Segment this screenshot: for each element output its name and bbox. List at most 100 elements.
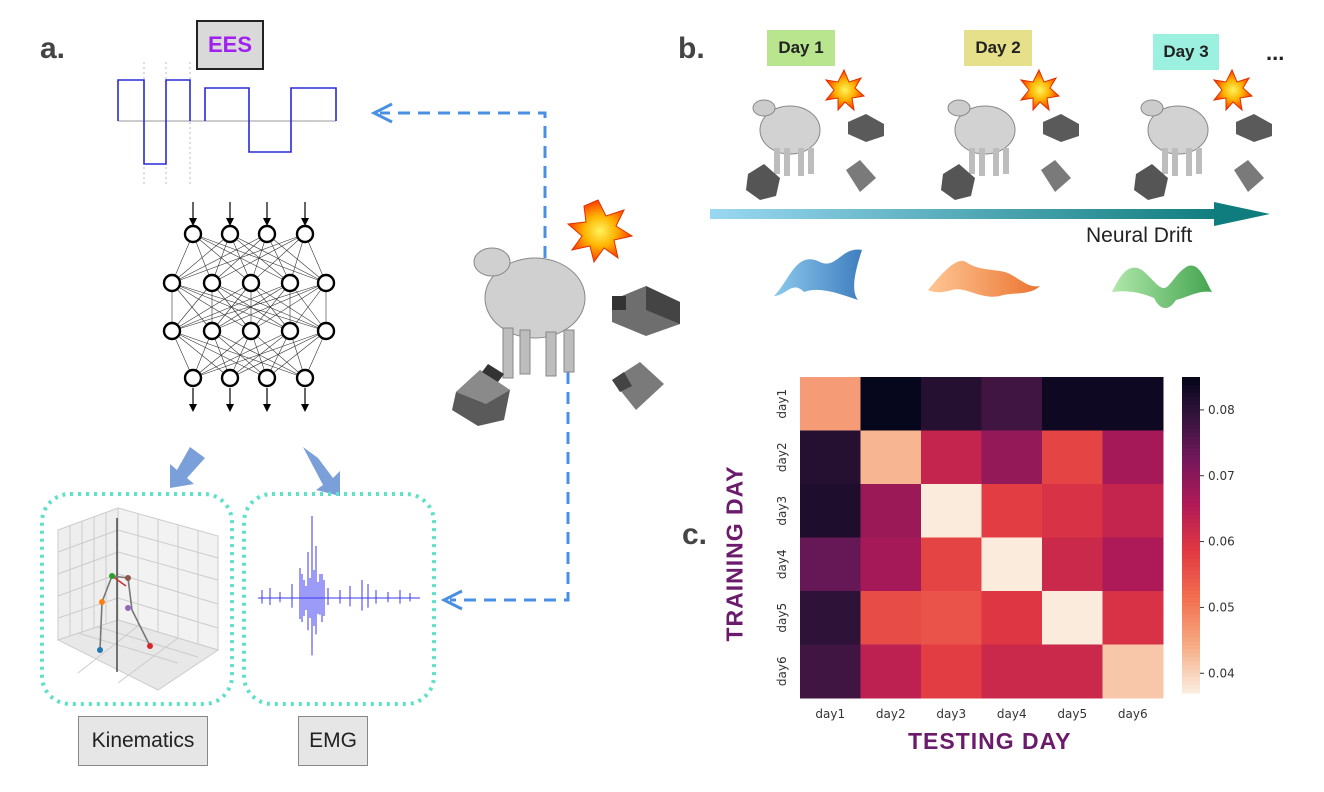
camera-day-2-c [941, 164, 975, 200]
colorbar-tick-0.08: 0.08 [1208, 403, 1235, 417]
x-tick-day2: day2 [876, 707, 906, 721]
kinematics-plot [56, 507, 220, 691]
heatmap-cell-r5-c5 [1042, 591, 1103, 645]
sheep-day-1 [752, 99, 821, 176]
colorbar: 0.04 0.05 0.06 0.07 0.08 [1182, 377, 1235, 694]
x-tick-day4: day4 [997, 707, 1027, 721]
stimulation-burst-day-1 [824, 68, 866, 112]
heatmap-cell-r4-c1 [800, 537, 861, 592]
heatmap-cell-r1-c6 [1102, 377, 1164, 431]
heatmap-cell-r2-c5 [1042, 430, 1103, 485]
emg-signal [258, 516, 420, 656]
camera-day-3-c [1134, 164, 1168, 200]
heatmap-cell-r2-c3 [921, 430, 982, 485]
feedback-arrows [380, 111, 570, 602]
emg-label: EMG [298, 716, 368, 766]
heatmap-cell-r5-c4 [981, 591, 1043, 645]
sheep-main [473, 247, 586, 379]
heatmap-cell-r2-c4 [981, 430, 1043, 485]
heatmap-cell-r1-c1 [800, 377, 861, 431]
camera-main-2 [612, 362, 664, 410]
camera-day-1-a [848, 114, 884, 142]
stimulation-burst-day-3 [1212, 68, 1254, 112]
heatmap-cell-r3-c4 [981, 484, 1043, 538]
heatmap-cell-r5-c3 [921, 591, 982, 645]
day-1-label: Day 1 [767, 30, 835, 66]
heatmap-cell-r4-c2 [860, 537, 922, 592]
neural-drift-label: Neural Drift [1086, 224, 1193, 247]
blue-down-arrows [170, 447, 340, 496]
heatmap-cell-r6-c4 [981, 644, 1043, 699]
heatmap-cell-r6-c2 [860, 644, 922, 699]
heatmap-cell-r4-c6 [1102, 537, 1164, 592]
y-tick-day4: day4 [775, 549, 789, 579]
panel-label-c: c. [682, 518, 708, 551]
y-tick-day2: day2 [775, 442, 789, 472]
heatmap-cell-r5-c6 [1102, 591, 1164, 645]
y-tick-day5: day5 [775, 603, 789, 633]
neural-drift-arrow-shaft [710, 209, 1220, 219]
x-tick-day1: day1 [815, 707, 845, 721]
colorbar-tick-0.07: 0.07 [1208, 469, 1235, 483]
stimulation-burst-day-2 [1019, 68, 1061, 112]
heatmap-cell-r6-c6 [1102, 644, 1164, 699]
heatmap: day1 day2 day3 day4 day5 day6 day1 day2 day3 day4… [775, 377, 1164, 721]
wave-green [1112, 265, 1212, 309]
neural-drift-arrow-head [1214, 202, 1270, 226]
colorbar-tick-0.04: 0.04 [1208, 666, 1235, 680]
camera-main-1 [612, 286, 680, 336]
heatmap-cell-r1-c3 [921, 377, 982, 431]
panel-label-b: b. [678, 32, 705, 65]
wave-orange [928, 260, 1040, 297]
heatmap-cell-r4-c5 [1042, 537, 1103, 592]
heatmap-cell-r3-c6 [1102, 484, 1164, 538]
heatmap-cell-r3-c1 [800, 484, 861, 538]
y-tick-day1: day1 [775, 389, 789, 419]
sheep-day-3 [1140, 99, 1209, 176]
emg-box [242, 492, 436, 706]
x-tick-day6: day6 [1118, 707, 1148, 721]
day-2-label: Day 2 [964, 30, 1032, 66]
day-3-label: Day 3 [1153, 34, 1219, 70]
heatmap-cell-r2-c6 [1102, 430, 1164, 485]
x-tick-day5: day5 [1057, 707, 1087, 721]
camera-day-3-a [1236, 114, 1272, 142]
heatmap-cell-r5-c2 [860, 591, 922, 645]
heatmap-cell-r6-c5 [1042, 644, 1103, 699]
heatmap-cell-r1-c5 [1042, 377, 1103, 431]
ees-waveform [117, 62, 337, 186]
stimulation-burst-main [566, 199, 634, 264]
heatmap-cell-r6-c1 [800, 644, 861, 699]
heatmap-cell-r3-c5 [1042, 484, 1103, 538]
heatmap-cell-r3-c2 [860, 484, 922, 538]
heatmap-cell-r1-c2 [860, 377, 922, 431]
kinematics-box [40, 492, 234, 706]
heatmap-cell-r6-c3 [921, 644, 982, 699]
more-days-ellipsis: ... [1266, 40, 1285, 65]
heatmap-cell-r1-c4 [981, 377, 1043, 431]
heatmap-cell-r4-c3 [921, 537, 982, 592]
colorbar-tick-0.06: 0.06 [1208, 535, 1235, 549]
panel-label-a: a. [40, 32, 66, 65]
camera-day-1-b [846, 160, 876, 192]
heatmap-cell-r3-c3 [921, 484, 982, 538]
sheep-day-2 [947, 99, 1016, 176]
heatmap-cell-r4-c4 [981, 537, 1043, 592]
camera-day-2-b [1041, 160, 1071, 192]
y-tick-day3: day3 [775, 496, 789, 526]
camera-day-3-b [1234, 160, 1264, 192]
x-axis-title: TESTING DAY [908, 728, 1072, 754]
colorbar-tick-0.05: 0.05 [1208, 600, 1235, 614]
camera-day-2-a [1043, 114, 1079, 142]
camera-day-1-c [746, 164, 780, 200]
neural-network [162, 202, 336, 412]
heatmap-cell-r2-c1 [800, 430, 861, 485]
kinematics-label: Kinematics [78, 716, 208, 766]
y-tick-day6: day6 [775, 656, 789, 686]
heatmap-cell-r2-c2 [860, 430, 922, 485]
ees-label-box: EES [196, 20, 264, 70]
wave-blue [774, 249, 862, 300]
x-tick-day3: day3 [936, 707, 966, 721]
heatmap-cell-r5-c1 [800, 591, 861, 645]
